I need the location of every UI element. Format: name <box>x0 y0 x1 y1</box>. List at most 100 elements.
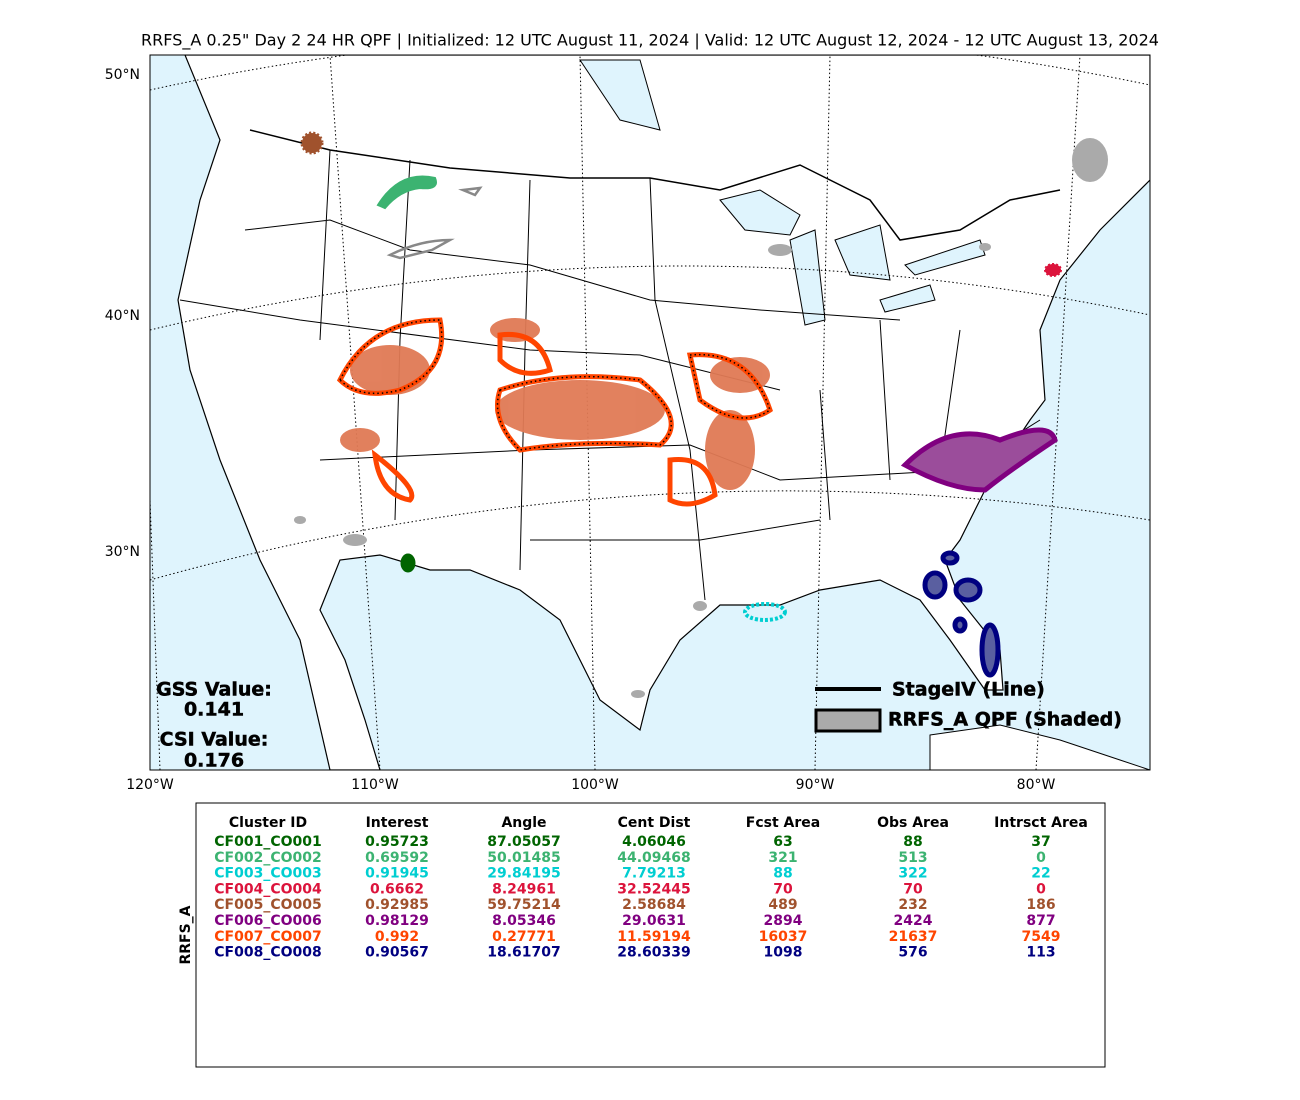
lon-label: 110°W <box>351 777 399 793</box>
table-cell: 87.05057 <box>487 834 561 850</box>
cluster <box>922 550 1001 678</box>
column-header: Interest <box>366 815 429 831</box>
shaded-grey <box>294 138 1108 698</box>
table-cell: 1098 <box>764 945 803 961</box>
table-cell: 50.01485 <box>487 850 561 866</box>
lon-label: 100°W <box>571 777 619 793</box>
csi-label: CSI Value: <box>160 729 269 751</box>
lon-label: 120°W <box>126 777 174 793</box>
lon-label: 80°W <box>1017 777 1056 793</box>
column-header: Obs Area <box>877 815 949 831</box>
csi-value: 0.176 <box>184 750 244 772</box>
table-cell: CF006_CO006 <box>214 913 321 929</box>
table-cell: 877 <box>1026 913 1055 929</box>
table-cell: CF002_CO002 <box>214 850 321 866</box>
row-label: RRFS_A <box>178 905 194 964</box>
table-frame <box>195 802 1106 1068</box>
table-cell: 0.69592 <box>365 850 429 866</box>
table-cell: 63 <box>773 834 792 850</box>
table-cell: 8.24961 <box>492 881 556 897</box>
table-cell: 59.75214 <box>487 897 561 913</box>
table-cell: 37 <box>1031 834 1050 850</box>
table-cell: 29.84195 <box>487 866 561 882</box>
table-cell: 32.52445 <box>617 881 691 897</box>
column-header: Cluster ID <box>229 815 307 831</box>
table-cell: 4.06046 <box>622 834 686 850</box>
table-cell: CF005_CO005 <box>214 897 321 913</box>
table-cell: 0.95723 <box>365 834 429 850</box>
column-header: Intrsct Area <box>994 815 1088 831</box>
gss-value: 0.141 <box>184 699 244 721</box>
table-cell: CF007_CO007 <box>214 929 321 945</box>
column-header: Cent Dist <box>618 815 691 831</box>
table-cell: 18.61707 <box>487 945 561 961</box>
table-cell: 232 <box>898 897 927 913</box>
column-header: Angle <box>501 815 546 831</box>
cluster <box>1044 263 1062 277</box>
caribbean <box>929 724 1150 770</box>
cluster <box>743 602 787 622</box>
legend-swatch <box>814 708 882 733</box>
table-cell: 88 <box>773 866 792 882</box>
table-cell: 113 <box>1026 945 1055 961</box>
cluster <box>900 427 1058 493</box>
table-cell: 2894 <box>764 913 803 929</box>
table-cell: 11.59194 <box>617 929 691 945</box>
table-cell: 0.992 <box>375 929 419 945</box>
table-cell: 322 <box>898 866 927 882</box>
legend-label: RRFS_A QPF (Shaded) <box>888 709 1122 731</box>
table-cell: 186 <box>1026 897 1055 913</box>
border <box>249 129 1061 241</box>
table-cell: 88 <box>903 834 922 850</box>
gss-label: GSS Value: <box>156 679 272 701</box>
legend-label: StageIV (Line) <box>892 679 1045 701</box>
shaded <box>340 318 770 490</box>
table-cell: 28.60339 <box>617 945 691 961</box>
table-cell: 0.98129 <box>365 913 429 929</box>
table-cell: 0 <box>1036 881 1046 897</box>
title: RRFS_A 0.25" Day 2 24 HR QPF | Initializ… <box>141 31 1159 51</box>
table-cell: 0.92985 <box>365 897 429 913</box>
table-cell: 489 <box>768 897 797 913</box>
table-cell: 0.91945 <box>365 866 429 882</box>
map-frame <box>149 54 1151 771</box>
clusters <box>294 131 1108 698</box>
cluster <box>376 175 437 210</box>
table-cell: 21637 <box>889 929 938 945</box>
table-cell: 16037 <box>759 929 808 945</box>
table-cell: 0.6662 <box>370 881 424 897</box>
lat-label: 30°N <box>105 544 140 560</box>
table-cell: 2424 <box>894 913 933 929</box>
table-cell: 0.27771 <box>492 929 556 945</box>
table-cell: 7549 <box>1022 929 1061 945</box>
table-cell: 2.58684 <box>622 897 686 913</box>
table-cell: CF003_CO003 <box>214 866 321 882</box>
table-cell: 70 <box>903 881 923 897</box>
lakes <box>579 59 986 326</box>
table-cell: CF004_CO004 <box>214 881 322 897</box>
cluster <box>300 131 324 155</box>
table-cell: 70 <box>773 881 793 897</box>
table-cell: 7.79213 <box>622 866 686 882</box>
table-cell: CF001_CO001 <box>214 834 321 850</box>
table-cell: CF008_CO008 <box>214 945 321 961</box>
table-cell: 576 <box>898 945 927 961</box>
cluster <box>400 553 416 573</box>
outline-dots <box>339 319 771 451</box>
column-header: Fcst Area <box>746 815 820 831</box>
table-cell: 22 <box>1031 866 1050 882</box>
table-cell: 44.09468 <box>617 850 691 866</box>
table-cell: 0.90567 <box>365 945 429 961</box>
table-cell: 8.05346 <box>492 913 556 929</box>
table-cell: 513 <box>898 850 927 866</box>
grey-outline <box>386 186 483 260</box>
table-cell: 321 <box>768 850 797 866</box>
map <box>150 55 1150 770</box>
table-cell: 29.0631 <box>622 913 686 929</box>
table: Cluster ID Interest Angle Cent Dist Fcst Are… <box>214 815 1088 961</box>
lon-label: 90°W <box>796 777 835 793</box>
graticule <box>150 55 1150 770</box>
lat-label: 40°N <box>105 308 140 324</box>
lat-label: 50°N <box>105 67 140 83</box>
